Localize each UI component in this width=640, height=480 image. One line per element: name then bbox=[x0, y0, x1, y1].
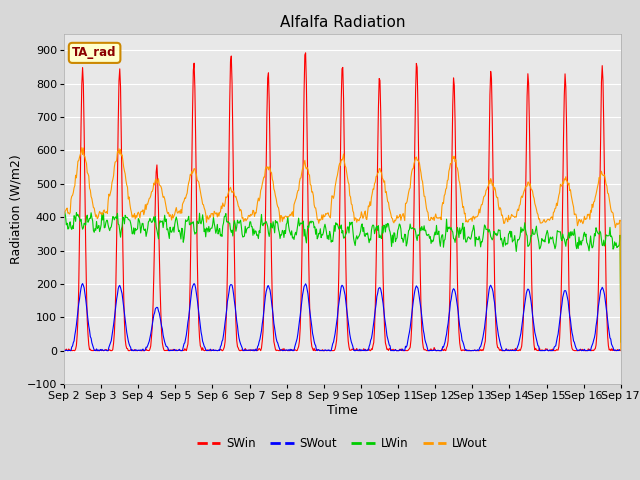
LWin bbox=[61, 209, 68, 215]
SWin bbox=[412, 89, 419, 95]
SWin bbox=[71, 348, 79, 353]
SWin bbox=[128, 348, 136, 353]
SWin bbox=[214, 348, 222, 353]
LWout bbox=[185, 180, 193, 186]
SWout bbox=[186, 308, 193, 313]
SWin bbox=[185, 329, 193, 335]
SWin bbox=[60, 347, 68, 353]
Line: SWout: SWout bbox=[64, 284, 621, 350]
SWout bbox=[215, 347, 223, 353]
SWout bbox=[428, 348, 436, 353]
SWout bbox=[60, 348, 68, 353]
X-axis label: Time: Time bbox=[327, 404, 358, 417]
LWin bbox=[60, 214, 68, 219]
Y-axis label: Radiation (W/m2): Radiation (W/m2) bbox=[10, 154, 22, 264]
SWin bbox=[302, 50, 310, 56]
SWout bbox=[412, 285, 419, 291]
LWin bbox=[71, 214, 79, 220]
LWout bbox=[411, 158, 419, 164]
LWin bbox=[214, 231, 222, 237]
LWout bbox=[70, 185, 78, 191]
LWout bbox=[60, 212, 68, 218]
LWout bbox=[428, 215, 435, 220]
Text: TA_rad: TA_rad bbox=[72, 47, 117, 60]
LWout bbox=[78, 144, 86, 150]
LWin bbox=[185, 214, 193, 219]
Title: Alfalfa Radiation: Alfalfa Radiation bbox=[280, 15, 405, 30]
SWout bbox=[61, 348, 68, 353]
LWout bbox=[128, 215, 136, 220]
SWout bbox=[79, 281, 86, 287]
LWin bbox=[617, 339, 625, 345]
Line: SWin: SWin bbox=[64, 53, 621, 350]
LWout bbox=[214, 210, 222, 216]
Line: LWin: LWin bbox=[64, 212, 621, 342]
LWin bbox=[128, 231, 136, 237]
Legend: SWin, SWout, LWin, LWout: SWin, SWout, LWin, LWout bbox=[192, 433, 493, 455]
SWin bbox=[61, 348, 68, 353]
SWin bbox=[428, 348, 436, 353]
SWin bbox=[617, 348, 625, 353]
LWout bbox=[617, 348, 625, 353]
LWin bbox=[428, 240, 435, 246]
LWin bbox=[411, 226, 419, 231]
SWout bbox=[71, 332, 79, 338]
SWout bbox=[129, 348, 137, 353]
SWout bbox=[617, 347, 625, 353]
Line: LWout: LWout bbox=[64, 147, 621, 350]
